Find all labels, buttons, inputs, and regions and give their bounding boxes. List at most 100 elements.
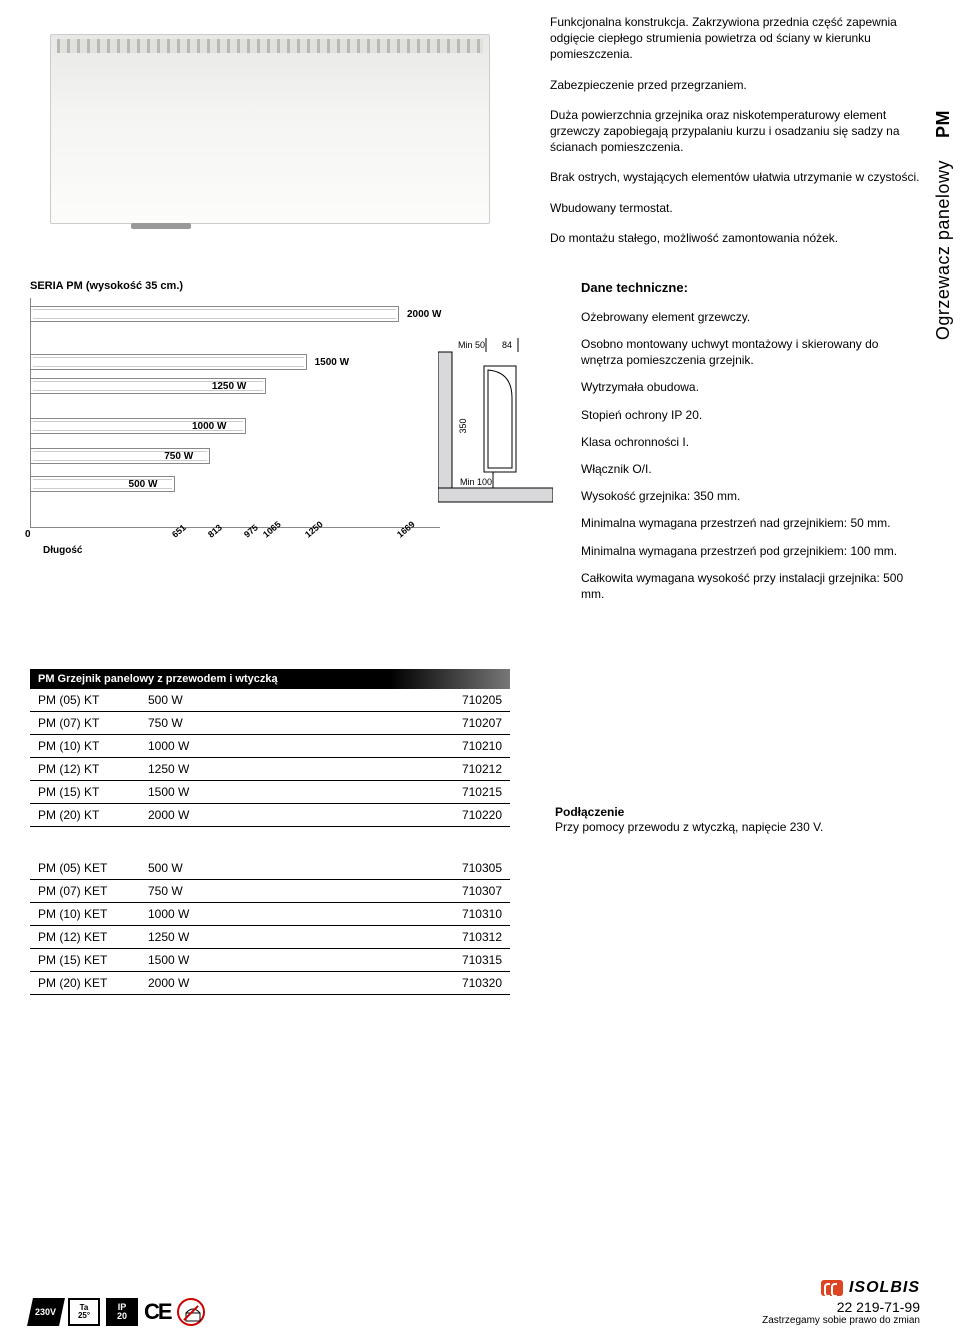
brand-logo-icon <box>821 1280 843 1296</box>
table-cell: 710305 <box>250 857 510 880</box>
lbl-84: 84 <box>502 340 512 350</box>
table-cell: 710212 <box>250 758 510 781</box>
wall-section-svg: Min 50 84 500 350 Min 100 <box>438 338 553 508</box>
table-cell: 1500 W <box>140 781 250 804</box>
table-row: PM (05) KT500 W710205 <box>30 689 510 712</box>
table-row: PM (20) KT2000 W710220 <box>30 804 510 827</box>
table-row: PM (10) KET1000 W710310 <box>30 903 510 926</box>
series-bar-label: 1250 W <box>212 381 246 392</box>
table-row: PM (20) KET2000 W710320 <box>30 972 510 995</box>
dane-p9: Minimalna wymagana przestrzeń pod grzejn… <box>581 543 920 559</box>
dane-p3: Wytrzymała obudowa. <box>581 379 920 395</box>
desc-p3: Duża powierzchnia grzejnika oraz niskote… <box>550 107 920 156</box>
table-cell: 1250 W <box>140 926 250 949</box>
dane-p1: Ożebrowany element grzewczy. <box>581 309 920 325</box>
x-label: Długość <box>43 545 82 556</box>
table-row: PM (12) KT1250 W710212 <box>30 758 510 781</box>
badge-230v: 230V <box>27 1298 65 1326</box>
table-cell: 1500 W <box>140 949 250 972</box>
dane-p2: Osobno montowany uchwyt montażowy i skie… <box>581 336 920 368</box>
table-cell: 1000 W <box>140 903 250 926</box>
side-tab-pm: PM <box>933 110 953 138</box>
brand-name: ISOLBIS <box>849 1279 920 1297</box>
desc-p1: Funkcjonalna konstrukcja. Zakrzywiona pr… <box>550 14 920 63</box>
table-cell: 710315 <box>250 949 510 972</box>
x-tick: 651 <box>170 522 188 539</box>
footer: 230V Ta 25° IP 20 CE ISOLBIS 22 219-71-9… <box>30 1279 920 1326</box>
series-bar <box>31 306 399 322</box>
table-cell: 710320 <box>250 972 510 995</box>
desc-p6: Do montażu stałego, możliwość zamontowan… <box>550 230 920 246</box>
table-cell: PM (12) KET <box>30 926 140 949</box>
series-bar-label: 500 W <box>129 479 158 490</box>
table-row: PM (15) KT1500 W710215 <box>30 781 510 804</box>
badge-ce: CE <box>144 1299 171 1325</box>
badges: 230V Ta 25° IP 20 CE <box>30 1298 205 1326</box>
podl-h: Podłączenie <box>555 805 895 819</box>
phone: 22 219-71-99 <box>762 1299 920 1315</box>
brand: ISOLBIS <box>762 1279 920 1297</box>
table-cell: PM (20) KET <box>30 972 140 995</box>
lbl-min50: Min 50 <box>458 340 485 350</box>
table-row: PM (07) KET750 W710307 <box>30 880 510 903</box>
technical-data: Dane techniczne: Ożebrowany element grze… <box>581 280 920 613</box>
table-cell: 710205 <box>250 689 510 712</box>
table-cell: 750 W <box>140 712 250 735</box>
table-cell: PM (15) KET <box>30 949 140 972</box>
table-cell: PM (07) KET <box>30 880 140 903</box>
lbl-min100: Min 100 <box>460 477 492 487</box>
badge-no-cover <box>177 1298 205 1326</box>
top-description: Funkcjonalna konstrukcja. Zakrzywiona pr… <box>550 4 920 260</box>
series-title: SERIA PM (wysokość 35 cm.) <box>30 280 410 292</box>
table-cell: 1250 W <box>140 758 250 781</box>
table-row: PM (05) KET500 W710305 <box>30 857 510 880</box>
table2: PM (05) KET500 W710305PM (07) KET750 W71… <box>30 857 510 995</box>
table-cell: 500 W <box>140 857 250 880</box>
dane-p7: Wysokość grzejnika: 350 mm. <box>581 488 920 504</box>
x-tick: 975 <box>242 522 260 539</box>
table-cell: 710207 <box>250 712 510 735</box>
table-cell: 750 W <box>140 880 250 903</box>
series-bar-label: 1500 W <box>315 357 349 368</box>
dane-p8: Minimalna wymagana przestrzeń nad grzejn… <box>581 515 920 531</box>
table-cell: 710307 <box>250 880 510 903</box>
table1-header: PM Grzejnik panelowy z przewodem i wtycz… <box>30 669 510 689</box>
heater-illustration <box>50 34 490 224</box>
series-bar-label: 750 W <box>164 451 193 462</box>
footer-right: ISOLBIS 22 219-71-99 Zastrzegamy sobie p… <box>762 1279 920 1326</box>
table-cell: 710220 <box>250 804 510 827</box>
badge-ip: IP 20 <box>106 1298 138 1326</box>
table-cell: PM (07) KT <box>30 712 140 735</box>
disclaimer: Zastrzegamy sobie prawo do zmian <box>762 1315 920 1326</box>
series-bar-label: 1000 W <box>192 421 226 432</box>
dane-p5: Klasa ochronności I. <box>581 434 920 450</box>
table-cell: 710312 <box>250 926 510 949</box>
dane-p10: Całkowita wymagana wysokość przy instala… <box>581 570 920 602</box>
badge-ta: Ta 25° <box>68 1298 100 1326</box>
connection-box: Podłączenie Przy pomocy przewodu z wtycz… <box>555 805 895 835</box>
x-tick: 813 <box>206 522 224 539</box>
dane-p6: Włącznik O/I. <box>581 461 920 477</box>
x-tick: 1065 <box>261 519 283 540</box>
table-cell: PM (12) KT <box>30 758 140 781</box>
table-cell: 2000 W <box>140 804 250 827</box>
table-cell: PM (20) KT <box>30 804 140 827</box>
table-cell: PM (10) KT <box>30 735 140 758</box>
section-diagram: Min 50 84 500 350 Min 100 <box>438 280 553 613</box>
series-bar-label: 2000 W <box>407 309 441 320</box>
desc-p4: Brak ostrych, wystających elementów ułat… <box>550 169 920 185</box>
lbl-350: 350 <box>458 418 468 433</box>
table-row: PM (15) KET1500 W710315 <box>30 949 510 972</box>
table-cell: PM (10) KET <box>30 903 140 926</box>
dane-p4: Stopień ochrony IP 20. <box>581 407 920 423</box>
table-cell: PM (15) KT <box>30 781 140 804</box>
table-cell: 1000 W <box>140 735 250 758</box>
desc-p2: Zabezpieczenie przed przegrzaniem. <box>550 77 920 93</box>
series-bars: 0 Długość 2000 W1500 W1250 W1000 W750 W5… <box>30 298 410 528</box>
product-tables: PM Grzejnik panelowy z przewodem i wtycz… <box>30 669 510 995</box>
x-tick: 1250 <box>303 519 325 540</box>
x-zero: 0 <box>25 529 31 540</box>
podl-p: Przy pomocy przewodu z wtyczką, napięcie… <box>555 819 895 835</box>
series-bar <box>31 354 307 370</box>
desc-p5: Wbudowany termostat. <box>550 200 920 216</box>
